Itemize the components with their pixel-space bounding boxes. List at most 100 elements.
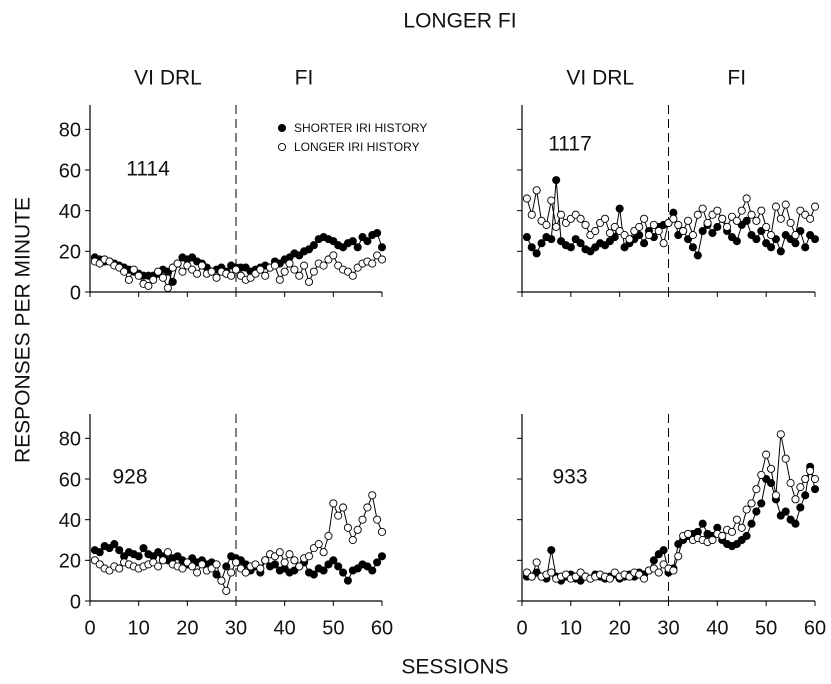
data-point: [742, 216, 751, 225]
data-point: [212, 570, 221, 579]
data-point: [776, 247, 785, 256]
data-point: [227, 271, 236, 280]
data-point: [348, 535, 357, 545]
data-point: [256, 265, 265, 274]
y-tick-label: 0: [70, 591, 81, 613]
data-point: [640, 574, 649, 583]
x-tick-label: 50: [755, 617, 777, 639]
data-point: [348, 271, 357, 280]
data-point: [149, 275, 158, 284]
legend-label: LONGER IRI HISTORY: [294, 140, 420, 154]
data-point: [600, 214, 610, 223]
figure-title: LONGER FI: [403, 10, 516, 33]
data-point: [752, 507, 761, 516]
data-point: [801, 474, 810, 484]
data-point: [363, 237, 372, 246]
data-point: [640, 239, 649, 248]
data-point: [649, 556, 658, 565]
data-point: [324, 531, 333, 540]
data-point: [557, 210, 566, 219]
data-point: [683, 529, 693, 538]
subject-label: 933: [552, 466, 587, 489]
data-point: [708, 228, 717, 238]
data-point: [591, 226, 600, 236]
x-tick-label: 60: [804, 617, 826, 639]
legend-marker: [277, 142, 287, 152]
data-point: [295, 562, 304, 571]
data-point: [669, 566, 678, 575]
data-point: [339, 503, 348, 512]
data-point: [343, 523, 352, 532]
x-tick-label: 10: [560, 617, 582, 639]
data-point: [688, 231, 697, 240]
data-point: [542, 220, 551, 229]
data-point: [767, 479, 776, 488]
data-point: [163, 548, 172, 557]
data-point: [698, 519, 707, 528]
data-point: [713, 222, 722, 231]
subject-label: 1114: [126, 158, 170, 181]
data-point: [285, 259, 294, 268]
data-point: [348, 237, 357, 246]
data-point: [368, 491, 377, 500]
data-point: [377, 552, 387, 561]
data-point: [654, 568, 663, 577]
data-point: [212, 560, 221, 569]
data-point: [144, 281, 153, 290]
data-point: [552, 222, 561, 231]
data-point: [280, 267, 289, 276]
data-point: [212, 273, 221, 282]
data-point: [339, 568, 348, 577]
data-point: [781, 454, 790, 463]
data-point: [154, 267, 163, 276]
data-point: [727, 527, 737, 536]
data-point: [683, 216, 693, 225]
x-axis-label: SESSIONS: [401, 656, 508, 679]
data-point: [368, 566, 377, 575]
data-point: [527, 243, 536, 252]
data-point: [581, 220, 590, 229]
y-tick-label: 80: [59, 429, 81, 451]
data-point: [615, 204, 624, 213]
data-point: [363, 503, 372, 512]
data-point: [334, 511, 343, 520]
data-point: [154, 562, 163, 571]
data-point: [373, 515, 382, 524]
data-point: [576, 214, 585, 223]
phase-label: FI: [727, 67, 746, 90]
data-point: [368, 259, 377, 268]
y-tick-label: 0: [70, 282, 81, 304]
data-point: [158, 556, 168, 565]
data-point: [353, 525, 362, 534]
data-point: [188, 562, 197, 571]
data-point: [309, 241, 318, 250]
data-point: [679, 226, 688, 236]
data-point: [708, 535, 717, 545]
data-point: [295, 271, 304, 280]
legend-label: SHORTER IRI HISTORY: [294, 121, 427, 135]
data-point: [791, 519, 800, 528]
data-point: [732, 515, 741, 524]
x-tick-label: 60: [371, 617, 393, 639]
data-point: [217, 576, 226, 585]
data-point: [674, 552, 683, 561]
data-point: [547, 196, 556, 205]
data-point: [168, 277, 177, 286]
data-point: [801, 243, 810, 252]
x-tick-label: 20: [176, 617, 198, 639]
data-point: [256, 564, 265, 573]
x-tick-label: 0: [516, 617, 527, 639]
x-tick-label: 50: [322, 617, 344, 639]
data-point: [747, 210, 756, 219]
data-point: [810, 485, 820, 494]
data-point: [532, 186, 541, 195]
data-point: [309, 267, 318, 276]
x-tick-label: 10: [128, 617, 150, 639]
data-point: [762, 450, 771, 459]
data-point: [527, 572, 536, 581]
data-point: [261, 556, 270, 565]
data-point: [285, 550, 294, 559]
data-point: [752, 216, 761, 225]
data-point: [781, 507, 790, 516]
y-tick-label: 80: [59, 120, 81, 142]
